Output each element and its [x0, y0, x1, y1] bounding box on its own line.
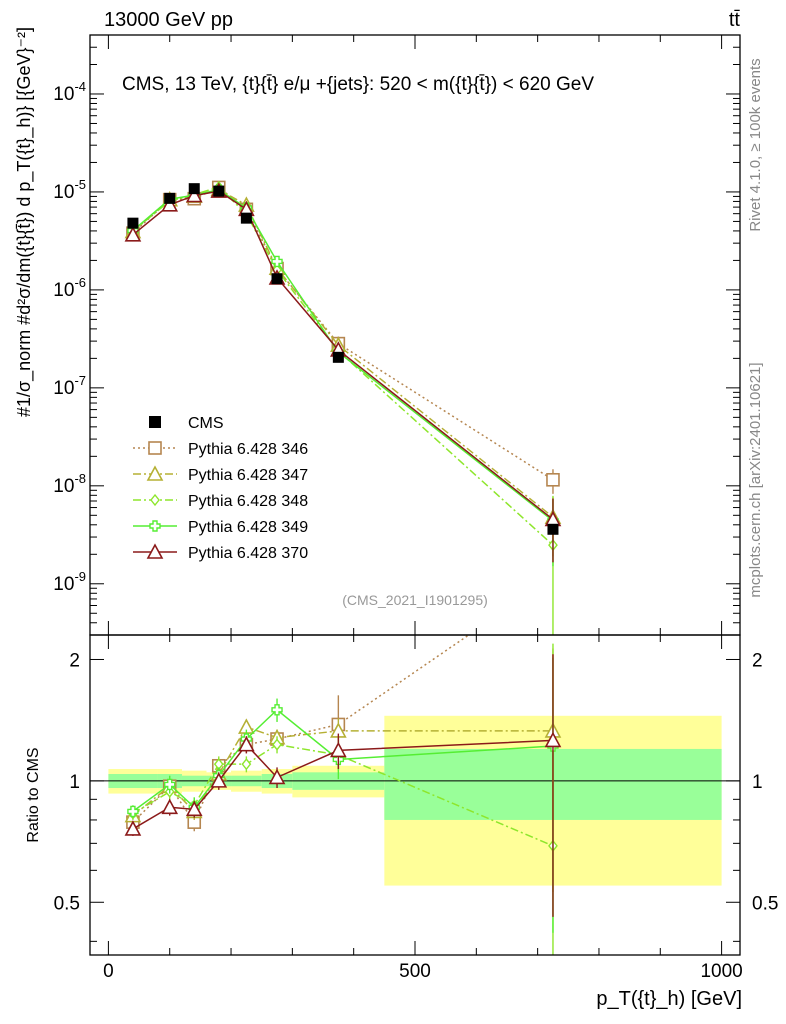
series-line-main-0 [132, 186, 554, 481]
data-series [127, 183, 559, 535]
main-point-4-2 [185, 186, 203, 203]
data-point-4 [240, 212, 252, 224]
legend-marker-2 [150, 493, 160, 507]
main-point-4-1 [161, 196, 179, 212]
ratio-point-4-1 [161, 798, 179, 815]
ratio-point-4-5 [268, 768, 286, 785]
ratio-y-axis-label: Ratio to CMS [25, 747, 42, 842]
y-tick-base-4: 10 [53, 182, 74, 203]
ratio-point-3-1 [164, 778, 176, 791]
header-left: 13000 GeV pp [104, 9, 233, 31]
y-tick-exp-4: -5 [74, 177, 86, 192]
ratio-tick-label-left-2: 2 [69, 650, 80, 671]
y-tick-label-3: 10-6 [53, 275, 86, 301]
ratio-point-2-4 [241, 758, 252, 771]
data-point-2 [188, 183, 200, 195]
data-point-7 [547, 523, 559, 535]
data-point-5 [271, 273, 283, 285]
data-point-0 [127, 217, 139, 229]
legend-label-3: Pythia 6.428 349 [188, 519, 308, 536]
ratio-point-2-5 [272, 738, 282, 751]
series-line-ratio-3 [132, 708, 554, 813]
ratio-tick-label-left-1: 1 [69, 772, 80, 793]
legend-label-2: Pythia 6.428 348 [188, 493, 308, 510]
ratio-tick-label-right-2: 2 [752, 650, 763, 671]
series-line-main-2 [132, 186, 554, 546]
legend-label-1: Pythia 6.428 347 [188, 467, 308, 484]
y-tick-base-3: 10 [53, 280, 74, 301]
y-tick-exp-1: -8 [74, 471, 86, 486]
legend-marker-cms [149, 416, 161, 428]
ratio-point-4-2 [185, 800, 203, 817]
header-right: tt̄ [729, 9, 741, 31]
y-tick-base-2: 10 [53, 378, 74, 399]
data-point-3 [213, 185, 225, 197]
ratio-point-4-0 [124, 820, 142, 836]
legend-marker-3 [149, 520, 161, 532]
main-point-3-5 [271, 255, 283, 268]
y-tick-label-5: 10-4 [53, 79, 86, 105]
ratio-uncertainty-bands [108, 715, 722, 886]
ratio-point-4-4 [238, 735, 255, 752]
ratio-tick-label-right-1: 1 [752, 772, 763, 793]
ratio-tick-label-left-0: 0.5 [54, 893, 80, 914]
mcplots-label: mcplots.cern.ch [arXiv:2401.10621] [747, 362, 764, 597]
y-axis-label: #1/σ_norm #d²σ/dm({t}{t̄}) d p_T({t}_h)}… [14, 27, 35, 417]
legend-marker-0 [148, 441, 162, 455]
y-tick-label-0: 10-9 [53, 569, 86, 595]
legend-label-cms: CMS [188, 415, 224, 432]
ratio-point-4-7 [544, 731, 562, 748]
legend: CMS Pythia 6.428 346 Pythia 6.428 347 Pythi… [133, 415, 308, 562]
main-point-0-7 [546, 472, 560, 487]
y-tick-label-2: 10-7 [53, 373, 86, 399]
data-point-1 [164, 192, 176, 204]
legend-marker-4 [146, 543, 164, 559]
ratio-point-3-0 [127, 805, 139, 818]
y-tick-label-4: 10-5 [53, 177, 86, 203]
series-4 [124, 182, 562, 917]
ratio-point-4-6 [330, 741, 347, 758]
rivet-version-label: Rivet 4.1.0, ≥ 100k events [747, 58, 764, 231]
y-tick-exp-2: -7 [74, 373, 86, 388]
series-line-ratio-2 [132, 743, 554, 847]
main-point-4-0 [124, 226, 142, 242]
watermark: (CMS_2021_I1901295) [342, 592, 488, 608]
legend-label-0: Pythia 6.428 346 [188, 441, 308, 458]
data-point-6 [332, 351, 344, 363]
series-layer [124, 180, 562, 955]
ratio-point-4-3 [210, 772, 228, 788]
x-axis-label: p_T({t}_h) [GeV] [596, 988, 742, 1010]
chart-title: CMS, 13 TeV, {t}{t̄} e/μ +{jets}: 520 < … [122, 74, 594, 95]
y-tick-label-1: 10-8 [53, 471, 86, 497]
y-tick-base-0: 10 [53, 574, 74, 595]
y-tick-exp-3: -6 [74, 275, 86, 290]
legend-label-4: Pythia 6.428 370 [188, 545, 308, 562]
x-tick-label-1: 500 [399, 961, 431, 982]
y-tick-exp-5: -4 [74, 79, 86, 94]
x-tick-label-2: 1000 [700, 961, 742, 982]
ratio-point-3-5 [271, 704, 283, 716]
y-tick-base-5: 10 [53, 84, 74, 105]
x-tick-label-0: 0 [103, 961, 114, 982]
legend-marker-1 [146, 465, 164, 481]
y-tick-exp-0: -9 [74, 569, 86, 584]
ratio-tick-label-right-0: 0.5 [752, 893, 778, 914]
y-tick-base-1: 10 [53, 476, 74, 497]
